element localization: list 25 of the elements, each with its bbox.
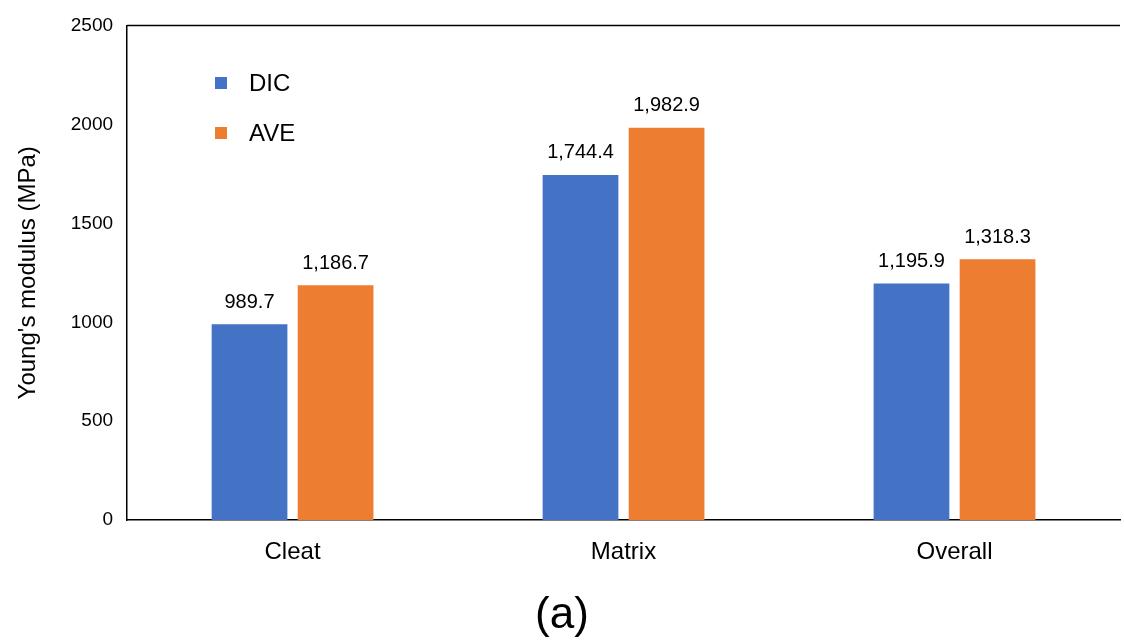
data-label: 1,982.9 — [633, 93, 700, 116]
data-label: 1,186.7 — [302, 250, 369, 273]
legend-label: AVE — [249, 119, 296, 147]
bar — [211, 324, 288, 521]
data-label: 1,744.4 — [547, 140, 614, 163]
data-label: 989.7 — [224, 289, 275, 312]
y-axis-title: Young's modulus (MPa) — [13, 146, 41, 400]
bar — [628, 127, 705, 521]
y-tick-label: 1500 — [70, 211, 114, 233]
bar — [542, 174, 619, 521]
legend-label: DIC — [249, 69, 291, 97]
data-label: 1,318.3 — [964, 224, 1031, 247]
x-tick-label: Cleat — [264, 537, 321, 565]
bar — [959, 259, 1036, 521]
y-tick-label: 1000 — [70, 310, 114, 332]
y-tick-label: 2000 — [70, 112, 114, 134]
y-tick-label: 2500 — [70, 13, 114, 35]
bar — [297, 285, 374, 521]
x-tick-label: Matrix — [590, 537, 657, 565]
text: (a) — [534, 588, 590, 638]
y-tick-label: 500 — [81, 409, 114, 431]
x-tick-label: Overall — [916, 537, 993, 565]
data-label: 1,195.9 — [878, 249, 945, 272]
y-tick-label: 0 — [102, 508, 114, 530]
bar — [873, 283, 950, 521]
